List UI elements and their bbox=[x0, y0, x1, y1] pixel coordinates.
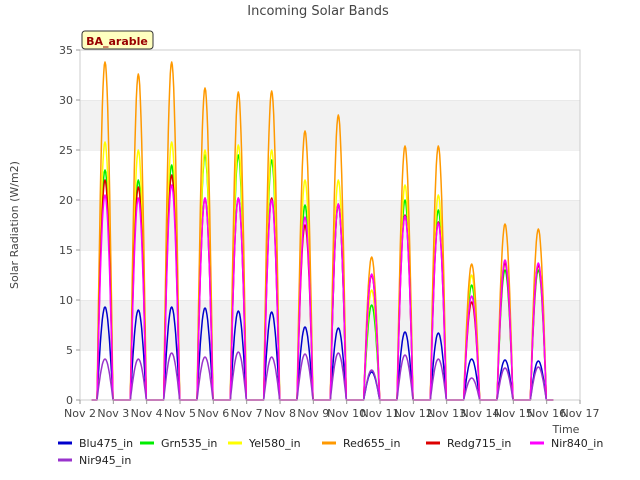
x-tick-label: Nov 9 bbox=[297, 407, 329, 420]
x-tick-label: Nov 8 bbox=[264, 407, 296, 420]
legend-label: Grn535_in bbox=[161, 437, 217, 450]
x-tick-label: Nov 3 bbox=[97, 407, 129, 420]
y-tick-label: 20 bbox=[59, 194, 73, 207]
grid-band bbox=[80, 250, 580, 300]
x-tick-label: Nov 11 bbox=[361, 407, 400, 420]
y-tick-label: 30 bbox=[59, 94, 73, 107]
grid-band bbox=[80, 50, 580, 100]
y-axis: 0 5 10 15 20 25 30 35 bbox=[59, 44, 80, 407]
plot-frame bbox=[79, 49, 581, 401]
grid-band bbox=[80, 100, 580, 150]
y-tick-label: 5 bbox=[66, 344, 73, 357]
x-tick-label: Nov 2 bbox=[64, 407, 96, 420]
x-tick-label: Nov 12 bbox=[394, 407, 433, 420]
x-tick-label: Nov 6 bbox=[197, 407, 229, 420]
legend-label: Redg715_in bbox=[447, 437, 511, 450]
y-tick-label: 35 bbox=[59, 44, 73, 57]
plot-background bbox=[80, 49, 580, 400]
y-tick-label: 10 bbox=[59, 294, 73, 307]
annotation-box: BA_arable bbox=[81, 30, 154, 50]
legend-label: Blu475_in bbox=[79, 437, 133, 450]
grid-band bbox=[80, 150, 580, 200]
y-tick-label: 25 bbox=[59, 144, 73, 157]
annotation-label: BA_arable bbox=[86, 35, 148, 48]
legend: Blu475_in Grn535_in Yel580_in Red655_in Redg… bbox=[58, 437, 603, 467]
x-axis-label: Time bbox=[552, 423, 580, 436]
x-tick-label: Nov 13 bbox=[427, 407, 466, 420]
chart-title: Incoming Solar Bands bbox=[247, 4, 389, 19]
x-tick-label: Nov 5 bbox=[164, 407, 196, 420]
x-tick-label: Nov 14 bbox=[461, 407, 500, 420]
y-axis-label: Solar Radiation (W/m2) bbox=[8, 161, 21, 289]
legend-label: Nir945_in bbox=[79, 454, 131, 467]
x-tick-label: Nov 4 bbox=[131, 407, 163, 420]
legend-label: Red655_in bbox=[343, 437, 400, 450]
grid-band bbox=[80, 300, 580, 350]
x-tick-label: Nov 15 bbox=[494, 407, 533, 420]
legend-label: Nir840_in bbox=[551, 437, 603, 450]
y-tick-label: 15 bbox=[59, 244, 73, 257]
y-tick-label: 0 bbox=[66, 394, 73, 407]
x-tick-label: Nov 7 bbox=[231, 407, 263, 420]
x-tick-label: Nov 10 bbox=[327, 407, 366, 420]
legend-label: Yel580_in bbox=[248, 437, 301, 450]
grid-band bbox=[80, 200, 580, 250]
x-tick-label: Nov 17 bbox=[561, 407, 600, 420]
x-tick-label: Nov 16 bbox=[527, 407, 566, 420]
x-axis: Nov 2 Nov 3 Nov 4 Nov 5 Nov 6 Nov 7 Nov 8 Nov 9… bbox=[64, 400, 599, 420]
